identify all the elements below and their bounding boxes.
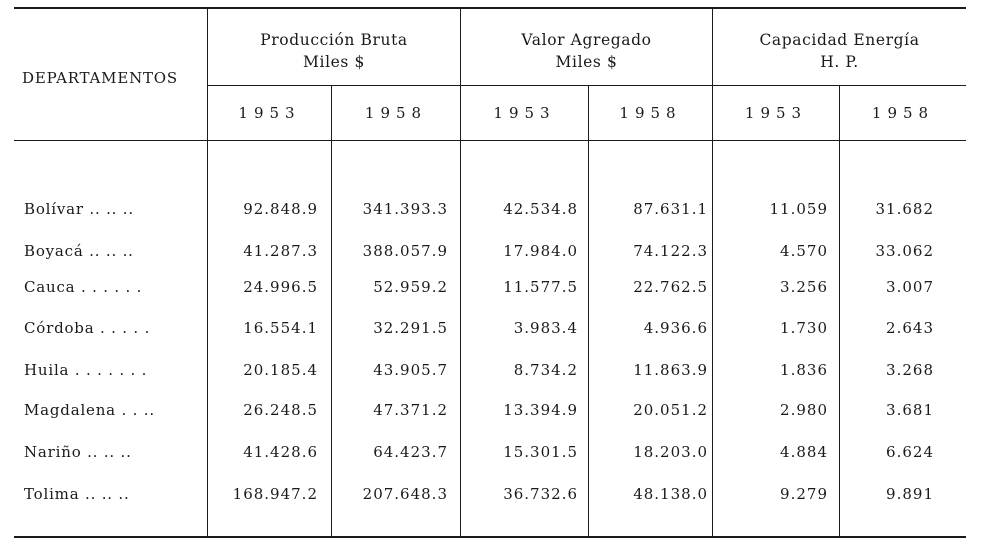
table-cell-value: 3.983.4	[513, 319, 578, 337]
table-cell-value: 4.936.6	[643, 319, 708, 337]
table-cell-value: 20.051.2	[633, 401, 708, 419]
group-header-value-added-line2: Miles $	[555, 53, 618, 71]
col-rule-valor-mid	[588, 86, 589, 537]
table-cell-value: 32.291.5	[373, 319, 448, 337]
table-cell-value: 3.681	[886, 401, 934, 419]
table-cell-value: 1.730	[780, 319, 828, 337]
table-cell-value: 9.891	[886, 485, 934, 503]
table-cell-value: 11.577.5	[503, 278, 578, 296]
department-name: Bolívar .. .. ..	[24, 200, 134, 218]
year-header-value-1958: 1958	[619, 104, 682, 122]
table-cell-value: 168.947.2	[232, 485, 318, 503]
table-cell-value: 41.287.3	[243, 242, 318, 260]
table-cell-value: 341.393.3	[362, 200, 448, 218]
table-cell-value: 9.279	[780, 485, 828, 503]
group-header-energy-line2: H. P.	[820, 53, 859, 71]
top-rule	[14, 7, 966, 9]
year-header-production-1953: 1953	[238, 104, 301, 122]
group-header-energy-line1: Capacidad Energía	[759, 31, 920, 49]
group-header-value-added: Valor Agregado Miles $	[461, 29, 712, 73]
col-rule-group1	[460, 8, 461, 537]
table-cell-value: 15.301.5	[503, 443, 578, 461]
table-cell-value: 26.248.5	[243, 401, 318, 419]
col-rule-dept	[207, 8, 208, 537]
table-cell-value: 41.428.6	[243, 443, 318, 461]
group-header-energy: Capacidad Energía H. P.	[713, 29, 966, 73]
group-header-rule	[208, 85, 966, 86]
department-name: Nariño .. .. ..	[24, 443, 132, 461]
table-cell-value: 11.863.9	[633, 361, 708, 379]
table-cell-value: 1.836	[780, 361, 828, 379]
year-header-production-1958: 1958	[364, 104, 428, 122]
group-header-production: Producción Bruta Miles $	[208, 29, 460, 73]
table-cell-value: 2.643	[886, 319, 934, 337]
year-header-rule	[14, 140, 966, 141]
table-cell-value: 42.534.8	[503, 200, 578, 218]
table-cell-value: 3.256	[780, 278, 828, 296]
row-header-label: DEPARTAMENTOS	[22, 69, 178, 87]
table-cell-value: 17.984.0	[503, 242, 578, 260]
table-cell-value: 13.394.9	[503, 401, 578, 419]
col-rule-prod-mid	[331, 86, 332, 537]
table-cell-value: 20.185.4	[243, 361, 318, 379]
group-header-production-line1: Producción Bruta	[260, 31, 408, 49]
table-cell-value: 388.057.9	[362, 242, 448, 260]
table-cell-value: 36.732.6	[503, 485, 578, 503]
year-header-value-1953: 1953	[493, 104, 556, 122]
table-cell-value: 33.062	[875, 242, 934, 260]
table-cell-value: 22.762.5	[633, 278, 708, 296]
department-name: Córdoba . . . . .	[24, 319, 151, 337]
table-cell-value: 3.007	[886, 278, 934, 296]
table-cell-value: 207.648.3	[362, 485, 448, 503]
table-cell-value: 43.905.7	[373, 361, 448, 379]
department-name: Boyacá .. .. ..	[24, 242, 134, 260]
table-cell-value: 16.554.1	[243, 319, 318, 337]
table-cell-value: 4.884	[780, 443, 828, 461]
table-cell-value: 2.980	[780, 401, 828, 419]
year-header-energy-1953: 1953	[744, 104, 808, 122]
bottom-rule	[14, 536, 966, 538]
col-rule-group2	[712, 8, 713, 537]
col-rule-cap-mid	[839, 86, 840, 537]
table-cell-value: 64.423.7	[373, 443, 448, 461]
year-header-energy-1958: 1958	[871, 104, 935, 122]
group-header-production-line2: Miles $	[303, 53, 365, 71]
table-cell-value: 11.059	[769, 200, 828, 218]
table-cell-value: 47.371.2	[373, 401, 448, 419]
table-cell-value: 74.122.3	[633, 242, 708, 260]
table-cell-value: 87.631.1	[633, 200, 708, 218]
table-cell-value: 8.734.2	[513, 361, 578, 379]
table-cell-value: 18.203.0	[633, 443, 708, 461]
table-cell-value: 6.624	[886, 443, 934, 461]
table-cell-value: 4.570	[780, 242, 828, 260]
group-header-value-added-line1: Valor Agregado	[521, 31, 652, 49]
department-name: Cauca . . . . . .	[24, 278, 143, 296]
table-cell-value: 48.138.0	[633, 485, 708, 503]
table-cell-value: 31.682	[875, 200, 934, 218]
department-name: Huila . . . . . . .	[24, 361, 148, 379]
department-name: Tolima .. .. ..	[24, 485, 130, 503]
table-cell-value: 3.268	[886, 361, 934, 379]
table-cell-value: 92.848.9	[243, 200, 318, 218]
table-cell-value: 52.959.2	[373, 278, 448, 296]
table-cell-value: 24.996.5	[243, 278, 318, 296]
department-name: Magdalena . . ..	[24, 401, 155, 419]
